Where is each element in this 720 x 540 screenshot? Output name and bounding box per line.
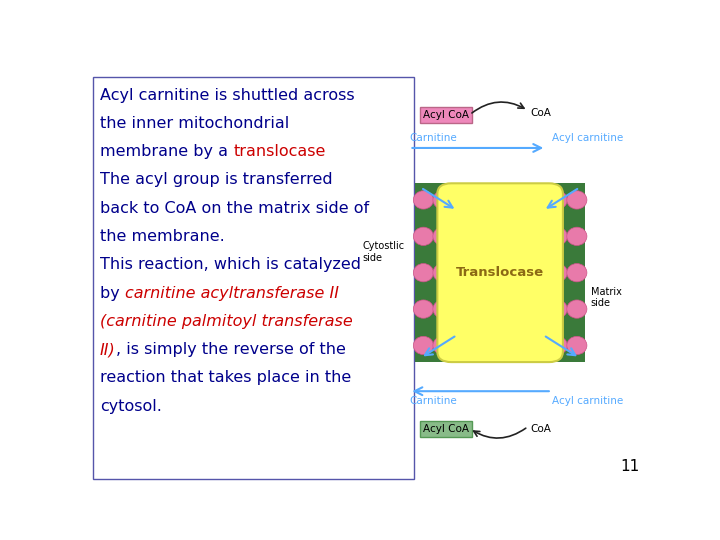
Ellipse shape xyxy=(567,336,587,355)
Ellipse shape xyxy=(413,264,433,282)
Ellipse shape xyxy=(433,227,453,246)
Text: the inner mitochondrial: the inner mitochondrial xyxy=(100,116,289,131)
Ellipse shape xyxy=(567,227,587,246)
Text: CoA: CoA xyxy=(531,423,552,434)
Text: Carnitine: Carnitine xyxy=(410,133,457,143)
Text: The acyl group is transferred: The acyl group is transferred xyxy=(100,172,333,187)
FancyBboxPatch shape xyxy=(93,77,413,478)
Ellipse shape xyxy=(547,264,567,282)
Bar xyxy=(549,183,585,362)
Ellipse shape xyxy=(433,191,453,209)
Ellipse shape xyxy=(433,336,453,355)
Ellipse shape xyxy=(413,300,433,318)
Text: Carnitine: Carnitine xyxy=(410,396,457,406)
Ellipse shape xyxy=(547,191,567,209)
FancyBboxPatch shape xyxy=(420,421,472,436)
FancyBboxPatch shape xyxy=(420,107,472,123)
Ellipse shape xyxy=(413,227,433,246)
Ellipse shape xyxy=(413,191,433,209)
Text: by: by xyxy=(100,286,125,301)
Text: membrane by a: membrane by a xyxy=(100,144,233,159)
Text: reaction that takes place in the: reaction that takes place in the xyxy=(100,370,351,386)
Text: Acyl CoA: Acyl CoA xyxy=(423,423,469,434)
Ellipse shape xyxy=(567,300,587,318)
Text: the membrane.: the membrane. xyxy=(100,229,225,244)
Text: translocase: translocase xyxy=(233,144,325,159)
Text: Translocase: Translocase xyxy=(456,266,544,279)
Text: cytosol.: cytosol. xyxy=(100,399,162,414)
Text: Acyl carnitine: Acyl carnitine xyxy=(552,133,623,143)
Text: (carnitine palmitoyl transferase: (carnitine palmitoyl transferase xyxy=(100,314,353,329)
Text: Acyl CoA: Acyl CoA xyxy=(423,110,469,120)
Text: This reaction, which is catalyzed: This reaction, which is catalyzed xyxy=(100,258,361,272)
Text: CoA: CoA xyxy=(531,107,552,118)
Text: Acyl carnitine is shuttled across: Acyl carnitine is shuttled across xyxy=(100,87,355,103)
Text: back to CoA on the matrix side of: back to CoA on the matrix side of xyxy=(100,201,369,216)
Text: Matrix
side: Matrix side xyxy=(591,287,621,308)
Ellipse shape xyxy=(567,191,587,209)
Text: 11: 11 xyxy=(621,460,639,474)
Text: Cytostlic
side: Cytostlic side xyxy=(362,241,404,262)
FancyBboxPatch shape xyxy=(437,183,563,362)
Ellipse shape xyxy=(433,264,453,282)
Text: Acyl carnitine: Acyl carnitine xyxy=(552,396,623,406)
Ellipse shape xyxy=(567,264,587,282)
Ellipse shape xyxy=(547,336,567,355)
Ellipse shape xyxy=(433,300,453,318)
Text: II): II) xyxy=(100,342,116,357)
Text: , is simply the reverse of the: , is simply the reverse of the xyxy=(116,342,346,357)
Bar xyxy=(415,183,451,362)
Ellipse shape xyxy=(547,227,567,246)
Text: carnitine acyltransferase II: carnitine acyltransferase II xyxy=(125,286,339,301)
Ellipse shape xyxy=(413,336,433,355)
Ellipse shape xyxy=(547,300,567,318)
